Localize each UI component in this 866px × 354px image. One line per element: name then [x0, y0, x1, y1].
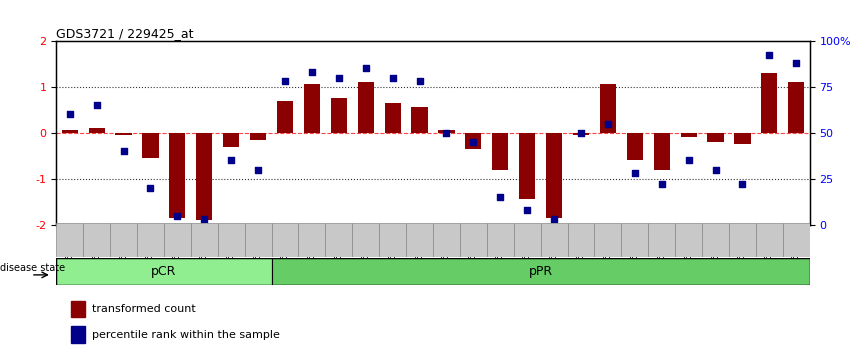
Point	[171, 213, 184, 218]
Point	[90, 102, 104, 108]
Bar	[217, 223, 245, 257]
Point	[574, 130, 588, 136]
Point	[708, 167, 722, 172]
Bar	[546, 133, 562, 218]
Point	[628, 170, 642, 176]
Bar	[191, 223, 217, 257]
Bar	[681, 133, 697, 137]
Bar	[56, 258, 272, 285]
Point	[682, 158, 695, 163]
Bar	[573, 133, 589, 135]
Point	[547, 216, 561, 222]
Bar	[379, 223, 406, 257]
Bar	[411, 108, 428, 133]
Point	[197, 216, 211, 222]
Bar	[358, 82, 374, 133]
Bar	[245, 223, 272, 257]
Bar	[734, 133, 751, 144]
Point	[144, 185, 158, 191]
Bar	[487, 223, 514, 257]
Point	[412, 78, 426, 84]
Bar	[594, 223, 621, 257]
Bar	[627, 133, 643, 160]
Bar	[492, 133, 508, 170]
Bar	[299, 223, 326, 257]
Point	[251, 167, 265, 172]
Bar	[783, 223, 810, 257]
Bar	[649, 223, 675, 257]
Bar	[71, 326, 85, 343]
Bar	[61, 131, 78, 133]
Point	[735, 182, 749, 187]
Bar	[331, 98, 347, 133]
Text: percentile rank within the sample: percentile rank within the sample	[93, 330, 281, 340]
Point	[278, 78, 292, 84]
Bar	[164, 223, 191, 257]
Point	[789, 60, 803, 65]
Bar	[197, 133, 212, 220]
Bar	[756, 223, 783, 257]
Bar	[277, 101, 293, 133]
Point	[385, 75, 399, 80]
Bar	[385, 103, 401, 133]
Bar	[729, 223, 756, 257]
Bar	[223, 133, 239, 147]
Text: pCR: pCR	[152, 265, 177, 278]
Bar	[304, 84, 320, 133]
Point	[494, 194, 507, 200]
Bar	[675, 223, 702, 257]
Bar	[622, 223, 649, 257]
Bar	[326, 223, 352, 257]
Point	[332, 75, 346, 80]
Bar	[250, 133, 266, 139]
Bar	[600, 84, 616, 133]
Point	[655, 182, 669, 187]
Bar	[71, 301, 85, 317]
Bar	[438, 131, 455, 133]
Bar	[142, 133, 158, 158]
Bar	[83, 223, 110, 257]
Point	[467, 139, 481, 145]
Bar	[702, 223, 729, 257]
Bar	[170, 133, 185, 218]
Point	[63, 112, 77, 117]
Text: pPR: pPR	[528, 265, 553, 278]
Bar	[519, 133, 535, 199]
Text: transformed count: transformed count	[93, 304, 197, 314]
Point	[305, 69, 319, 75]
Point	[117, 148, 131, 154]
Bar	[56, 223, 83, 257]
Text: GDS3721 / 229425_at: GDS3721 / 229425_at	[56, 27, 194, 40]
Bar	[115, 133, 132, 135]
Bar	[460, 223, 487, 257]
Point	[762, 53, 776, 58]
Bar	[406, 223, 433, 257]
Point	[224, 158, 238, 163]
Point	[520, 207, 534, 213]
Bar	[272, 223, 299, 257]
Point	[359, 65, 372, 71]
Bar	[272, 258, 810, 285]
Bar	[788, 82, 805, 133]
Bar	[567, 223, 594, 257]
Bar	[514, 223, 540, 257]
Bar	[352, 223, 379, 257]
Point	[601, 121, 615, 126]
Bar	[540, 223, 567, 257]
Point	[440, 130, 454, 136]
Bar	[137, 223, 164, 257]
Bar	[433, 223, 460, 257]
Bar	[88, 128, 105, 133]
Text: disease state: disease state	[0, 263, 65, 273]
Bar	[761, 73, 778, 133]
Bar	[654, 133, 669, 170]
Bar	[465, 133, 481, 149]
Bar	[110, 223, 137, 257]
Bar	[708, 133, 724, 142]
